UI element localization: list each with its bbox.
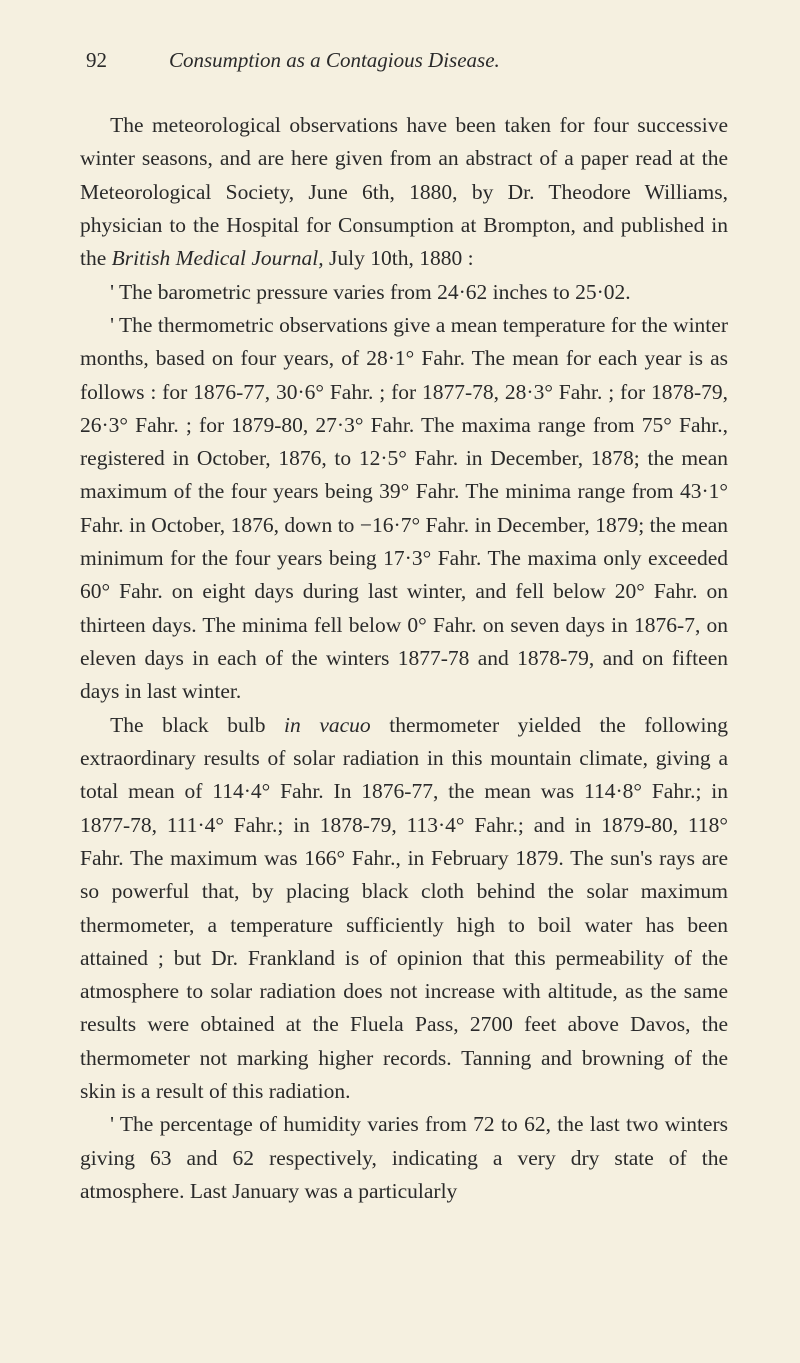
p4-text-start: The black bulb <box>110 713 284 737</box>
p4-italic: in vacuo <box>284 713 371 737</box>
page-header: 92 Consumption as a Contagious Disease. <box>80 48 728 73</box>
page-number: 92 <box>86 48 107 73</box>
p1-text-end: July 10th, 1880 : <box>324 246 474 270</box>
body-text: The meteorological observations have bee… <box>80 109 728 1208</box>
paragraph-1: The meteorological observations have bee… <box>80 109 728 276</box>
paragraph-4: The black bulb in vacuo thermometer yiel… <box>80 709 728 1109</box>
running-title: Consumption as a Contagious Disease. <box>169 48 500 73</box>
paragraph-2: ' The barometric pressure varies from 24… <box>80 276 728 309</box>
p4-text-end: thermometer yielded the following extrao… <box>80 713 728 1103</box>
paragraph-3: ' The thermometric observations give a m… <box>80 309 728 709</box>
paragraph-5: ' The percentage of humidity varies from… <box>80 1108 728 1208</box>
p1-italic: British Medical Journal, <box>112 246 324 270</box>
